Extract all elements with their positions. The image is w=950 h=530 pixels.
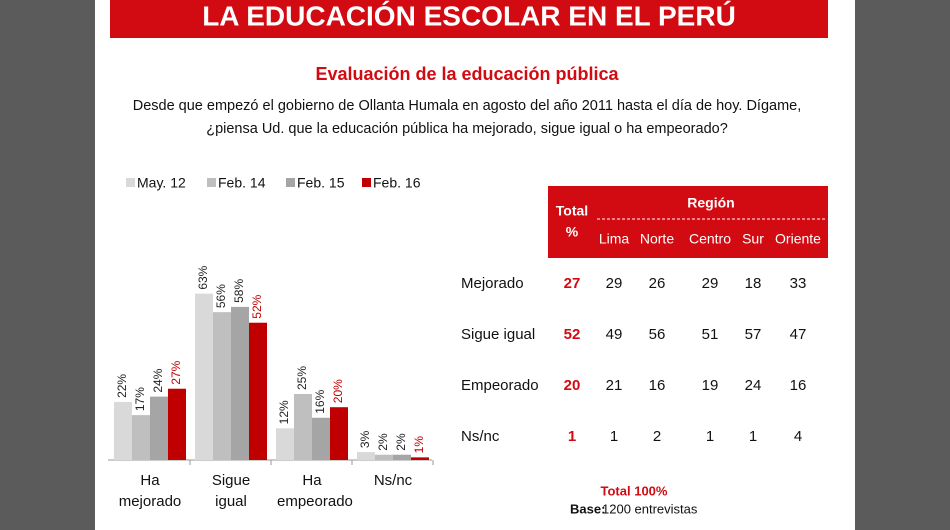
value-label: 20% — [331, 379, 345, 403]
bar — [393, 454, 411, 460]
cell: 2 — [653, 428, 661, 445]
cell: 24 — [745, 377, 762, 394]
legend-swatch — [286, 178, 295, 187]
total-cell: 1 — [568, 428, 576, 445]
bar — [231, 306, 249, 460]
question-line: ¿piensa Ud. que la educación pública ha … — [206, 121, 728, 137]
legend-label: Feb. 15 — [297, 175, 345, 191]
region-header: Sur — [742, 231, 764, 247]
value-label: 63% — [196, 265, 210, 289]
value-label: 2% — [376, 433, 390, 451]
title: LA EDUCACIÓN ESCOLAR EN EL PERÚ — [202, 0, 736, 31]
bar — [168, 388, 186, 460]
row-label: Sigue igual — [461, 326, 535, 343]
bar — [375, 454, 393, 460]
bar — [132, 415, 150, 460]
value-label: 56% — [214, 284, 228, 308]
cell: 56 — [649, 326, 666, 343]
bar — [249, 322, 267, 460]
row-label: Ns/nc — [461, 428, 500, 445]
x-tick-label: Sigue igual — [211, 472, 251, 510]
cell: 16 — [649, 377, 666, 394]
total-header: Total — [556, 203, 588, 219]
row-label: Empeorado — [461, 377, 539, 394]
bar — [114, 401, 132, 460]
bar — [276, 428, 294, 460]
title-banner — [110, 0, 828, 38]
base-value: 1200 entrevistas — [602, 501, 698, 516]
bar — [411, 457, 429, 460]
value-label: 1% — [412, 436, 426, 454]
base-label: Base: — [570, 501, 605, 516]
cell: 4 — [794, 428, 802, 445]
cell: 26 — [649, 275, 666, 292]
total-cell: 20 — [564, 377, 581, 394]
bar — [330, 407, 348, 460]
legend-label: May. 12 — [137, 175, 186, 191]
value-label: 24% — [151, 368, 165, 392]
value-label: 2% — [394, 433, 408, 451]
bar — [357, 452, 375, 460]
bar — [312, 417, 330, 460]
region-header: Norte — [640, 231, 674, 247]
x-tick-label: Ns/nc — [373, 472, 413, 489]
cell: 21 — [606, 377, 623, 394]
value-label: 3% — [358, 430, 372, 448]
cell: 49 — [606, 326, 623, 343]
row-label: Mejorado — [461, 275, 524, 292]
cell: 51 — [702, 326, 719, 343]
legend-label: Feb. 16 — [373, 175, 421, 191]
region-header: Centro — [689, 231, 731, 247]
value-label: 16% — [313, 389, 327, 413]
cell: 16 — [790, 377, 807, 394]
bar — [195, 293, 213, 460]
cell: 18 — [745, 275, 762, 292]
region-header: Oriente — [775, 231, 821, 247]
bar — [294, 394, 312, 460]
total-header: % — [566, 224, 579, 240]
total-cell: 52 — [564, 326, 581, 343]
region-header: Lima — [599, 231, 630, 247]
cell: 29 — [606, 275, 623, 292]
question-line: Desde que empezó el gobierno de Ollanta … — [133, 98, 802, 114]
region-header: Región — [687, 195, 734, 211]
legend-swatch — [362, 178, 371, 187]
value-label: 25% — [295, 366, 309, 390]
total-note: Total 100% — [601, 483, 668, 498]
x-tick-label: Ha empeorado — [277, 472, 353, 510]
cell: 1 — [610, 428, 618, 445]
value-label: 58% — [232, 279, 246, 303]
cell: 19 — [702, 377, 719, 394]
value-label: 12% — [277, 400, 291, 424]
value-label: 22% — [115, 374, 129, 398]
cell: 33 — [790, 275, 807, 292]
x-tick-label: Ha mejorado — [118, 472, 182, 510]
cell: 29 — [702, 275, 719, 292]
cell: 1 — [706, 428, 714, 445]
value-label: 52% — [250, 294, 264, 318]
total-cell: 27 — [564, 275, 581, 292]
value-label: 17% — [133, 387, 147, 411]
cell: 1 — [749, 428, 757, 445]
cell: 57 — [745, 326, 762, 343]
subtitle: Evaluación de la educación pública — [315, 64, 619, 84]
value-label: 27% — [169, 360, 183, 384]
legend-swatch — [207, 178, 216, 187]
cell: 47 — [790, 326, 807, 343]
bar — [150, 396, 168, 460]
bar — [213, 312, 231, 460]
legend-label: Feb. 14 — [218, 175, 266, 191]
legend-swatch — [126, 178, 135, 187]
table-header — [548, 186, 828, 258]
